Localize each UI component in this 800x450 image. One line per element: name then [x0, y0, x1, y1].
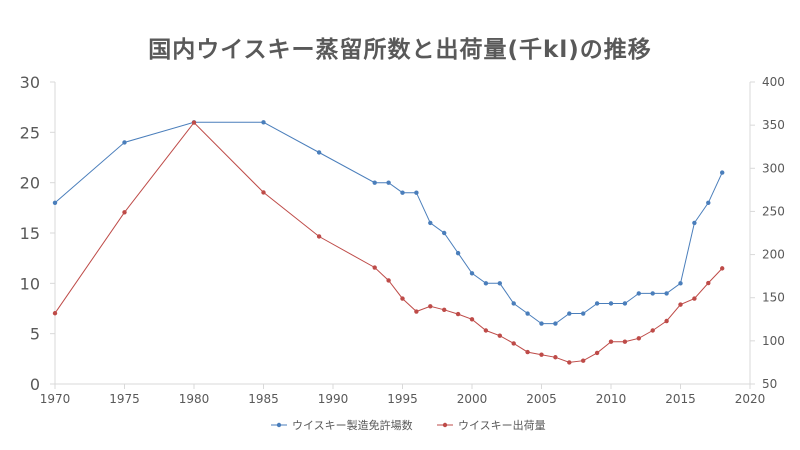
data-point-series-0 [261, 120, 266, 125]
data-point-series-0 [650, 291, 655, 296]
data-point-series-1 [553, 355, 558, 360]
x-tick-label: 1990 [318, 392, 349, 406]
y-left-tick-label: 5 [30, 325, 40, 344]
data-point-series-0 [122, 140, 127, 145]
x-tick-label: 2005 [526, 392, 557, 406]
data-point-series-0 [706, 200, 711, 205]
data-point-series-1 [622, 339, 628, 344]
data-point-series-1 [720, 266, 725, 271]
y-left-tick-label: 15 [20, 224, 40, 243]
x-tick-label: 1970 [40, 392, 71, 406]
data-point-series-0 [581, 311, 586, 316]
data-point-series-1 [539, 352, 544, 357]
data-point-series-1 [636, 336, 641, 341]
series-line-0 [54, 121, 723, 325]
data-point-series-0 [52, 200, 58, 205]
data-point-series-0 [511, 301, 516, 306]
x-tick-label: 2020 [735, 392, 766, 406]
data-point-series-0 [567, 311, 572, 316]
x-tick-label: 1995 [387, 392, 418, 406]
data-point-series-0 [622, 301, 628, 306]
x-tick-label: 2015 [665, 392, 696, 406]
y-right-tick-label: 200 [762, 248, 785, 262]
x-tick-label: 1980 [179, 392, 210, 406]
data-point-series-0 [539, 321, 544, 326]
data-point-series-1 [316, 234, 322, 239]
legend-label-0: ウイスキー製造免許場数 [292, 418, 413, 432]
data-point-series-1 [594, 350, 600, 356]
data-point-series-1 [497, 333, 502, 338]
data-point-series-1 [414, 309, 419, 314]
x-tick-label: 2000 [457, 392, 488, 406]
chart-title: 国内ウイスキー蒸留所数と出荷量(千kl)の推移 [148, 37, 652, 63]
data-point-series-0 [692, 220, 697, 226]
data-point-series-0 [428, 220, 433, 226]
data-point-series-1 [525, 349, 530, 355]
data-point-series-0 [414, 190, 419, 195]
data-point-series-1 [261, 190, 266, 195]
data-point-series-1 [469, 317, 475, 322]
y-right-tick-label: 300 [762, 161, 785, 175]
data-point-series-0 [442, 230, 447, 236]
data-point-series-0 [386, 180, 391, 185]
data-point-series-1 [455, 311, 461, 317]
data-point-series-1 [122, 210, 127, 215]
data-point-series-0 [372, 180, 377, 185]
legend-marker-0 [276, 422, 282, 428]
y-left-tick-label: 20 [20, 174, 40, 193]
y-left-tick-label: 0 [30, 375, 40, 394]
y-left-tick-label: 10 [20, 274, 40, 293]
data-point-series-1 [400, 296, 405, 301]
data-point-series-0 [553, 321, 558, 326]
y-right-tick-label: 50 [762, 377, 777, 391]
data-point-series-1 [483, 328, 489, 333]
legend-marker-1 [442, 422, 448, 428]
x-tick-label: 2010 [596, 392, 627, 406]
data-point-series-1 [581, 358, 586, 363]
data-point-series-1 [386, 278, 391, 283]
data-point-series-0 [497, 281, 502, 286]
data-point-series-1 [706, 280, 711, 286]
y-right-tick-label: 250 [762, 204, 785, 218]
data-point-series-0 [636, 291, 641, 296]
data-point-series-1 [511, 341, 516, 346]
data-point-series-0 [483, 281, 489, 286]
axes-layer: 1970 1975 1980 1985 1990 1995 2000 2005 2010 2015… [20, 73, 785, 406]
data-point-series-1 [664, 318, 669, 324]
data-point-series-0 [664, 291, 669, 296]
y-right-tick-label: 150 [762, 291, 785, 305]
data-point-series-1 [191, 120, 197, 125]
data-point-series-1 [608, 339, 614, 344]
data-point-series-0 [316, 150, 322, 155]
x-tick-label: 1975 [109, 392, 140, 406]
data-point-series-1 [678, 302, 683, 307]
legend-label-1: ウイスキー出荷量 [458, 418, 546, 432]
y-right-tick-label: 350 [762, 118, 785, 132]
series-line-1 [54, 121, 723, 363]
x-tick-label: 1985 [248, 392, 279, 406]
data-point-series-1 [52, 311, 58, 316]
data-point-series-1 [650, 328, 655, 333]
data-point-series-0 [400, 190, 405, 195]
y-right-tick-label: 100 [762, 334, 785, 348]
data-point-series-0 [469, 271, 475, 276]
data-point-series-0 [594, 301, 600, 306]
data-point-series-0 [455, 250, 461, 256]
data-point-series-1 [372, 265, 377, 270]
legend-layer: ウイスキー製造免許場数 ウイスキー出荷量 [271, 418, 546, 432]
data-point-series-1 [442, 307, 447, 312]
data-point-series-0 [678, 281, 683, 286]
data-point-series-1 [428, 304, 433, 309]
y-left-tick-label: 30 [20, 73, 40, 92]
series-layer [52, 120, 725, 365]
data-point-series-1 [692, 296, 697, 301]
y-left-tick-label: 25 [20, 123, 40, 142]
data-point-series-1 [567, 360, 572, 365]
y-right-tick-label: 400 [762, 75, 785, 89]
data-point-series-0 [720, 170, 725, 175]
data-point-series-0 [525, 311, 530, 316]
data-point-series-0 [608, 301, 614, 306]
